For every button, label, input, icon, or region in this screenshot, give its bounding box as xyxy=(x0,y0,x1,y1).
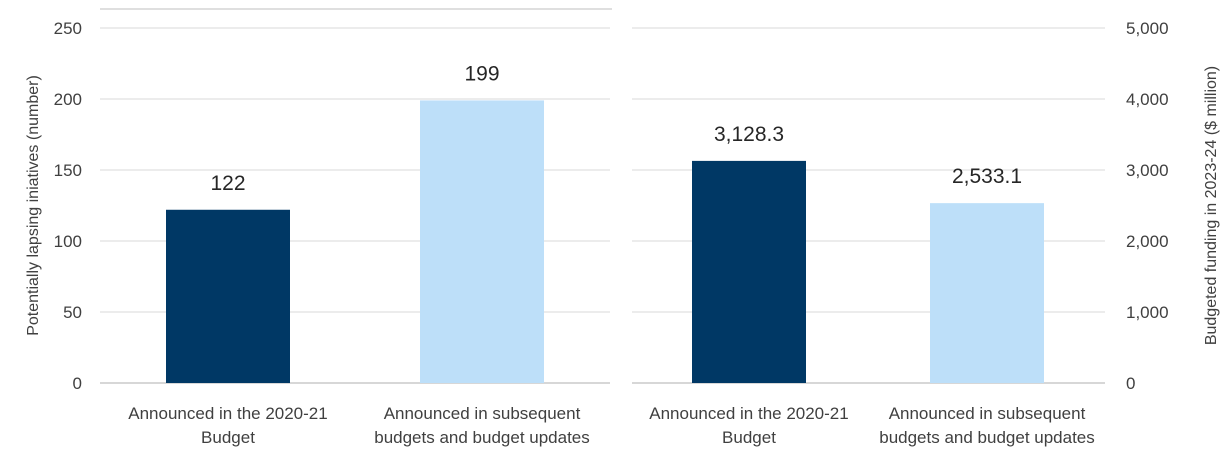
bar xyxy=(420,100,544,384)
y-tick-label: 200 xyxy=(54,90,82,109)
data-label: 2,533.1 xyxy=(952,165,1022,188)
y-tick-label: 100 xyxy=(54,232,82,251)
x-category-label: Announced in the 2020-21 xyxy=(128,404,327,423)
data-label: 199 xyxy=(464,62,499,85)
y-tick-label: 5,000 xyxy=(1126,19,1169,38)
x-category-label: Announced in subsequent xyxy=(889,404,1086,423)
y-tick-label: 0 xyxy=(1126,374,1135,393)
x-category-label: budgets and budget updates xyxy=(374,428,590,447)
x-category-label: budgets and budget updates xyxy=(879,428,1095,447)
data-label: 122 xyxy=(210,172,245,195)
y-axis-title: Potentially lapsing iniatives (number) xyxy=(25,75,42,336)
left-bar-chart: 0 50 100 150 200 250 122 Announced in the 2020-… xyxy=(25,8,612,447)
y-tick-label: 2,000 xyxy=(1126,232,1169,251)
data-label: 3,128.3 xyxy=(714,123,784,146)
bar xyxy=(692,160,806,383)
y-tick-label: 50 xyxy=(63,303,82,322)
y-tick-label: 1,000 xyxy=(1126,303,1169,322)
bar xyxy=(930,203,1044,383)
y-tick-label: 250 xyxy=(54,19,82,38)
x-category-label: Budget xyxy=(201,428,255,447)
y-tick-label: 0 xyxy=(73,374,82,393)
y-tick-label: 3,000 xyxy=(1126,161,1169,180)
x-category-label: Announced in subsequent xyxy=(384,404,581,423)
y-tick-label: 150 xyxy=(54,161,82,180)
bar xyxy=(166,209,290,383)
x-category-label: Budget xyxy=(722,428,776,447)
y-tick-label: 4,000 xyxy=(1126,90,1169,109)
x-category-label: Announced in the 2020-21 xyxy=(649,404,848,423)
y-axis-title: Budgeted funding in 2023-24 ($ million) xyxy=(1203,66,1220,345)
right-bar-chart: 0 1,000 2,000 3,000 4,000 5,000 3,128.3 Announc… xyxy=(632,19,1220,447)
